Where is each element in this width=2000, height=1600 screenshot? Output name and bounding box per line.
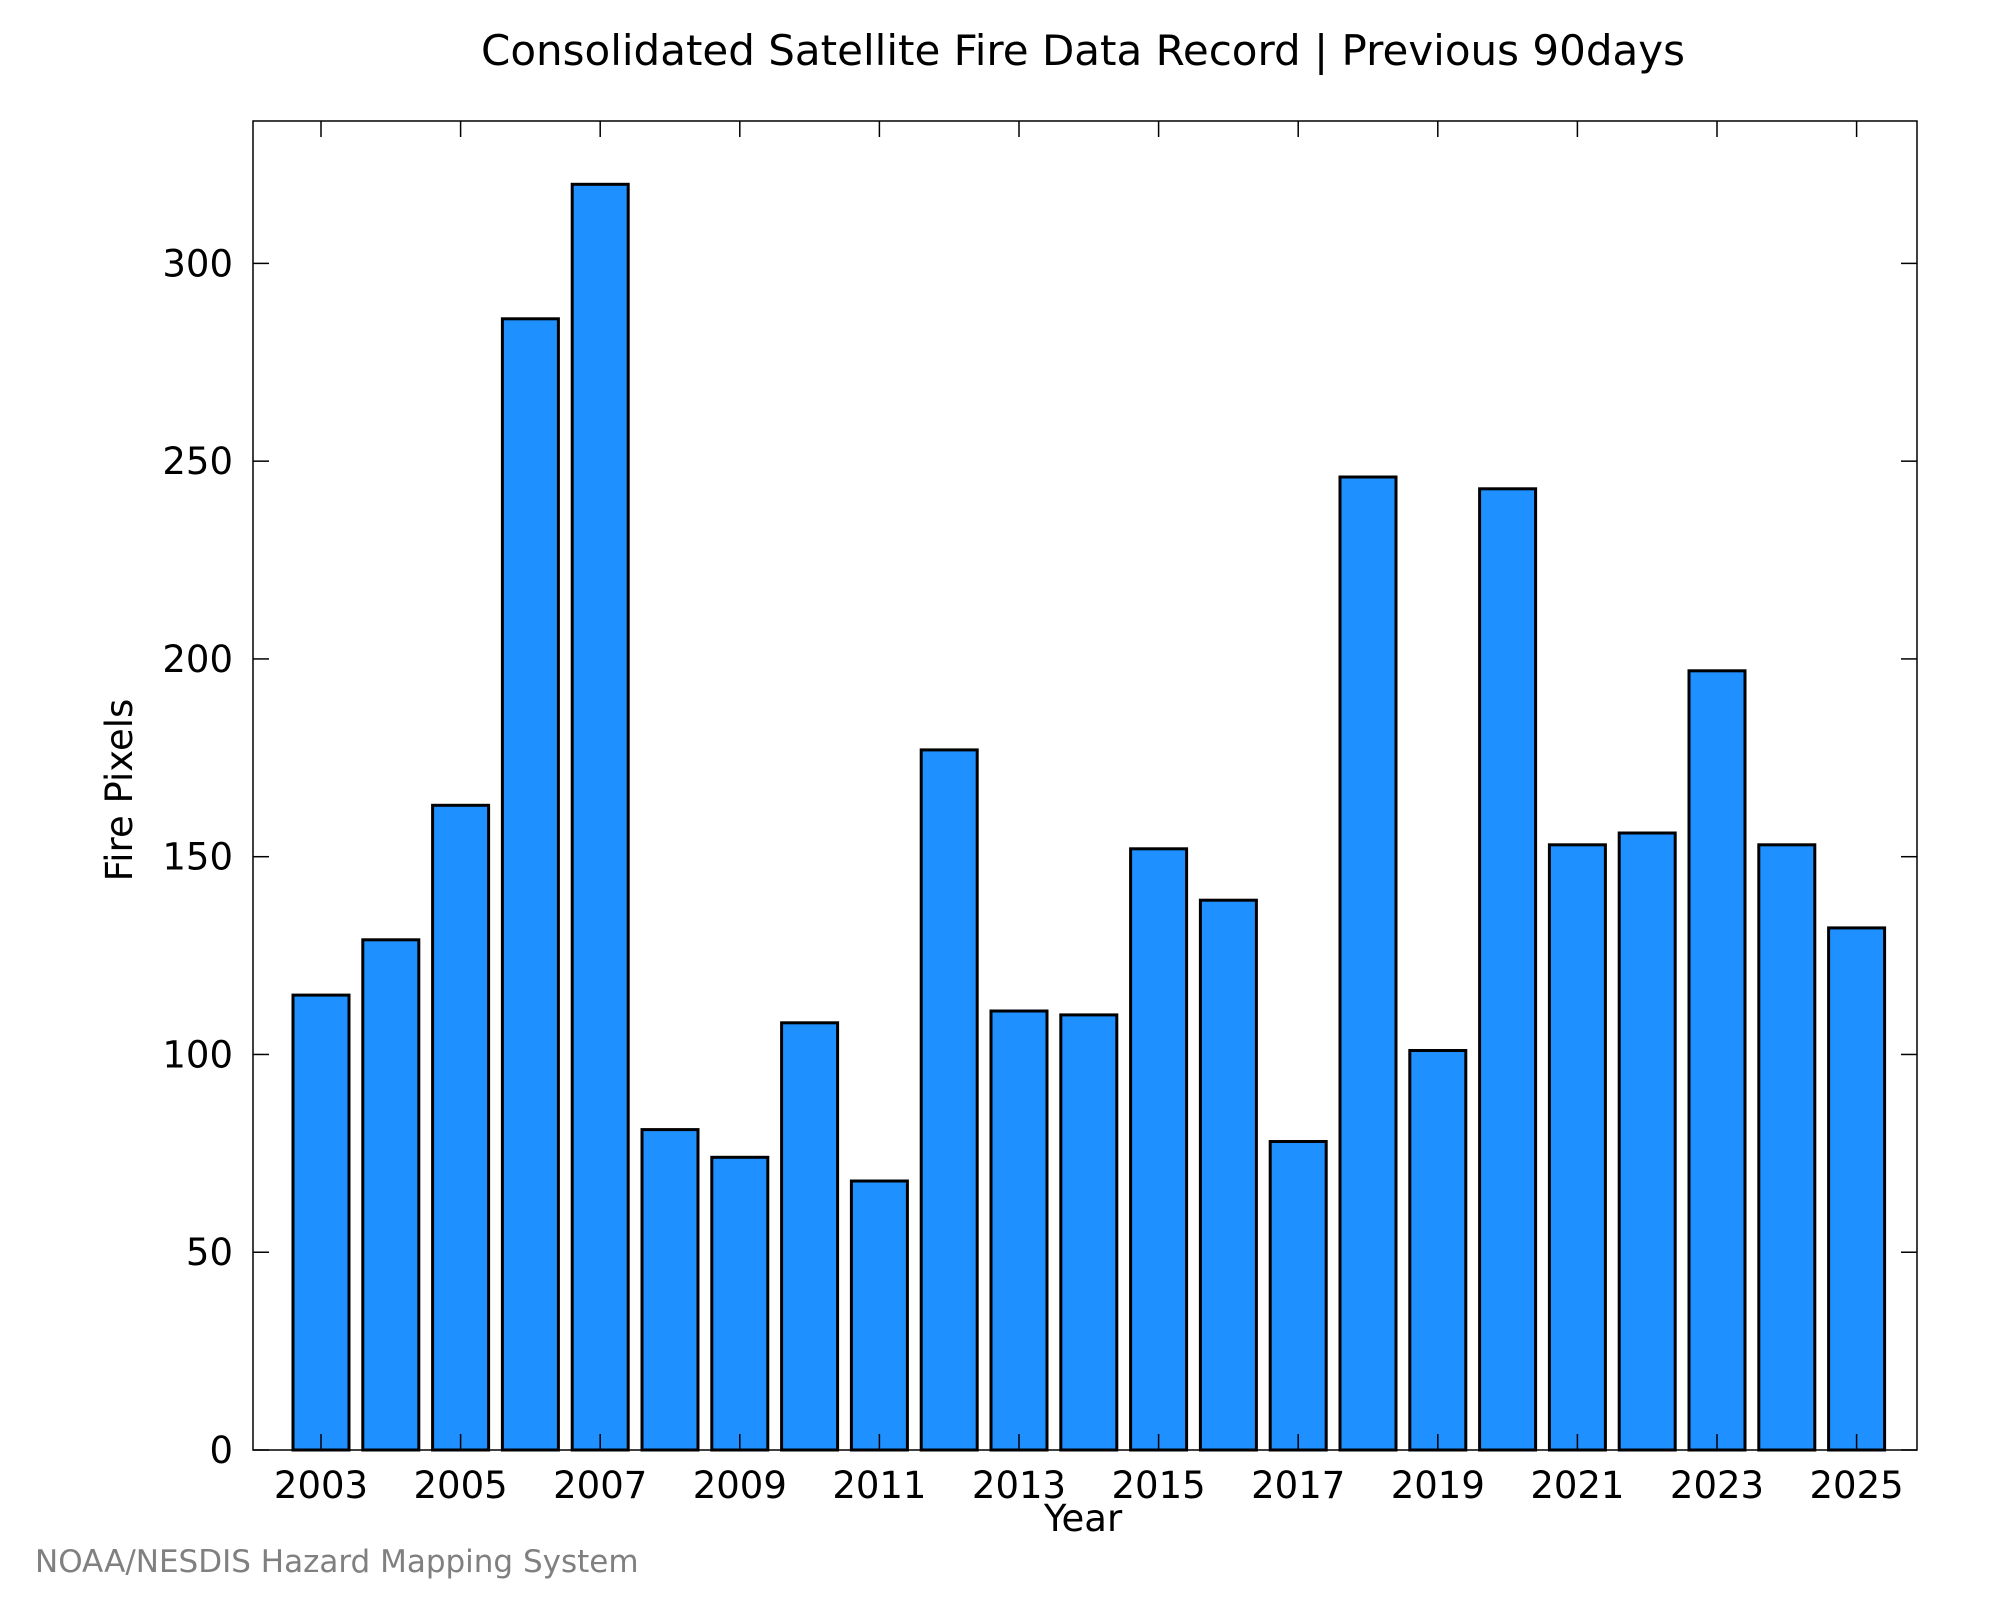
bars <box>291 182 1887 1452</box>
chart-title: Consolidated Satellite Fire Data Record … <box>481 26 1685 75</box>
y-tick-label-200: 200 <box>162 638 233 681</box>
bar-2010 <box>780 1021 840 1452</box>
bar-2011 <box>849 1179 909 1452</box>
x-tick-label-2005: 2005 <box>414 1464 508 1507</box>
bar-2014 <box>1059 1013 1119 1452</box>
x-tick-label-2013: 2013 <box>972 1464 1066 1507</box>
bar-2020 <box>1478 487 1538 1452</box>
bar-2013 <box>989 1009 1049 1452</box>
bar-2019 <box>1408 1049 1468 1452</box>
x-tick-label-2009: 2009 <box>693 1464 787 1507</box>
y-tick-label-100: 100 <box>162 1033 233 1076</box>
bar-2024 <box>1757 843 1817 1452</box>
bar-2022 <box>1617 831 1677 1452</box>
x-axis-label: Year <box>1043 1497 1123 1540</box>
bar-2008 <box>640 1128 700 1452</box>
x-tick-label-2015: 2015 <box>1112 1464 1206 1507</box>
y-tick-label-150: 150 <box>162 836 233 879</box>
bar-2012 <box>919 748 979 1452</box>
x-tick-label-2019: 2019 <box>1391 1464 1485 1507</box>
bar-2007 <box>570 182 630 1452</box>
bar-2009 <box>710 1155 770 1452</box>
x-tick-label-2011: 2011 <box>832 1464 926 1507</box>
plot-frame <box>252 120 1918 1451</box>
bar-2004 <box>361 938 421 1452</box>
footer-credit: NOAA/NESDIS Hazard Mapping System <box>35 1544 639 1580</box>
x-tick-label-2007: 2007 <box>553 1464 647 1507</box>
bar-2015 <box>1129 847 1189 1452</box>
y-axis-label: Fire Pixels <box>98 699 141 882</box>
y-tick-label-250: 250 <box>162 440 233 483</box>
y-tick-label-0: 0 <box>209 1429 233 1472</box>
bar-2016 <box>1198 898 1258 1452</box>
x-tick-label-2017: 2017 <box>1251 1464 1345 1507</box>
bar-2003 <box>291 993 351 1452</box>
bar-2005 <box>431 803 491 1452</box>
y-tick-label-300: 300 <box>162 242 233 285</box>
bar-2021 <box>1547 843 1607 1452</box>
x-tick-label-2023: 2023 <box>1670 1464 1764 1507</box>
bar-2023 <box>1687 669 1747 1452</box>
bar-2017 <box>1268 1140 1328 1452</box>
bar-2018 <box>1338 475 1398 1452</box>
bar-2006 <box>500 317 560 1452</box>
y-tick-label-50: 50 <box>186 1231 233 1274</box>
y-axis: 0 50 100 150 200 250 300 <box>162 242 1917 1472</box>
x-axis: 2003 2005 2007 2009 2011 2013 2015 2017 2019 2021… <box>274 121 1904 1507</box>
x-tick-label-2021: 2021 <box>1530 1464 1624 1507</box>
bar-2025 <box>1827 926 1887 1452</box>
x-tick-label-2025: 2025 <box>1810 1464 1904 1507</box>
x-tick-label-2003: 2003 <box>274 1464 368 1507</box>
